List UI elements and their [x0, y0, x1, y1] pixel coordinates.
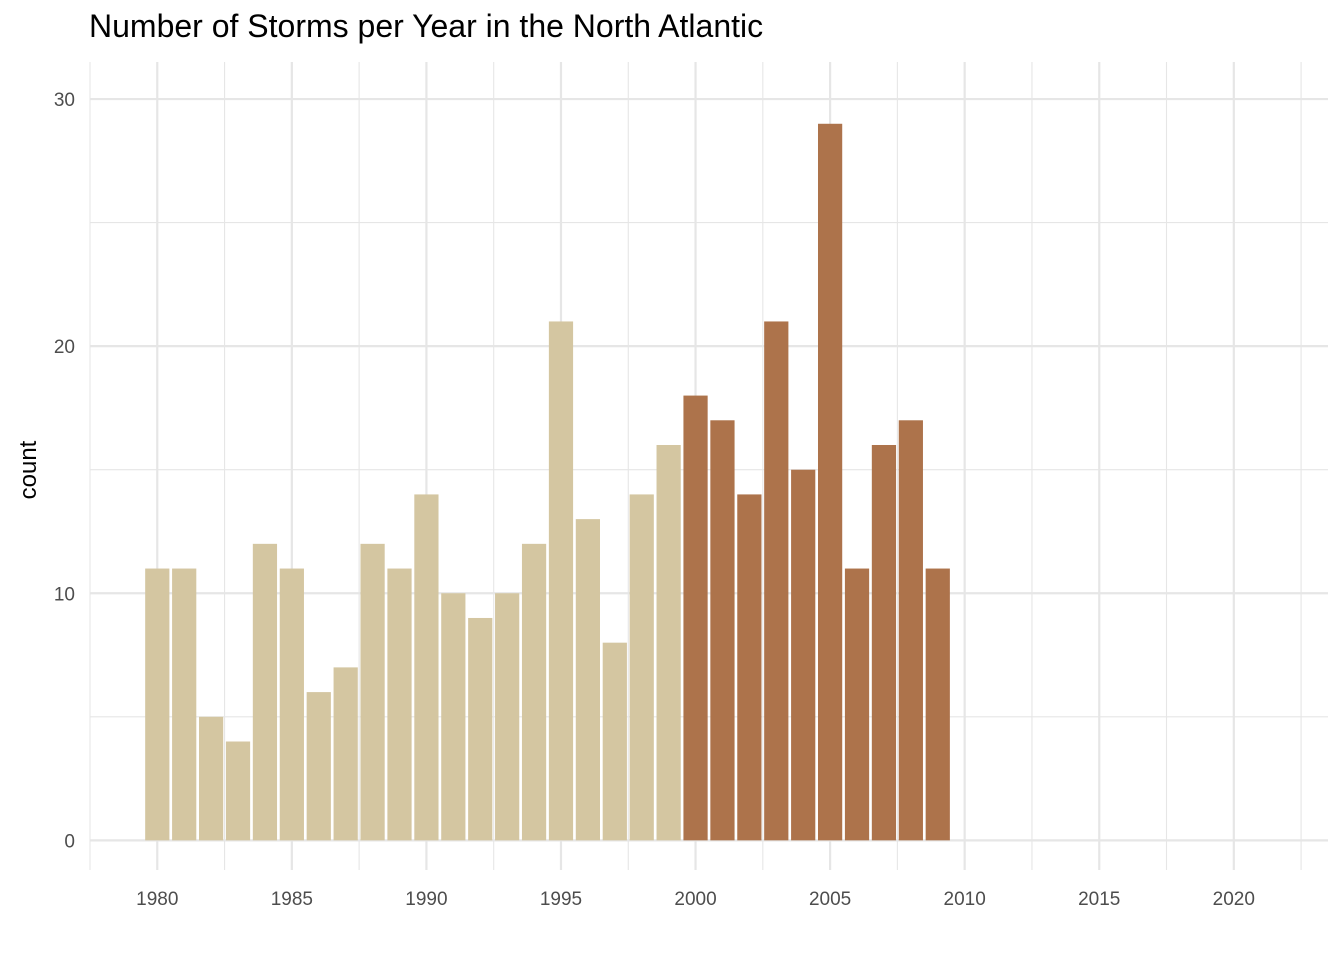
bar-1999	[656, 444, 681, 841]
bar-1989	[387, 568, 412, 841]
bar-1984	[252, 543, 278, 841]
x-tick-label: 1990	[405, 889, 447, 910]
y-axis-title: count	[15, 440, 42, 499]
x-tick-label: 1985	[271, 889, 313, 910]
bar-1987	[333, 667, 358, 841]
bar-1982	[198, 716, 224, 841]
bar-2007	[871, 444, 897, 841]
tick-layer: 1980 1985 1990 1995 2000 2005 2010 2015 2020 0 10 2…	[54, 90, 1255, 910]
x-tick-label: 2010	[944, 889, 986, 910]
y-tick-label: 10	[54, 584, 75, 605]
x-tick-label: 1995	[540, 889, 582, 910]
x-tick-label: 2020	[1213, 889, 1255, 910]
bar-1980	[145, 568, 170, 841]
bar-1993	[495, 593, 520, 841]
x-tick-label: 2015	[1078, 889, 1120, 910]
bar-1992	[468, 617, 493, 841]
bar-1988	[360, 543, 385, 841]
bar-2001	[710, 420, 735, 841]
bar-2000	[683, 395, 708, 841]
bar-1994	[521, 543, 547, 841]
bar-layer	[145, 123, 950, 841]
bar-2002	[737, 494, 762, 841]
y-tick-label: 20	[54, 337, 75, 358]
bar-1983	[225, 741, 251, 841]
x-tick-label: 1980	[136, 889, 178, 910]
bar-2009	[925, 568, 950, 841]
bar-1995	[548, 321, 574, 841]
bar-1990	[414, 494, 439, 841]
bar-2006	[844, 568, 870, 841]
bar-1991	[441, 593, 466, 841]
x-tick-label: 2000	[674, 889, 716, 910]
y-tick-label: 30	[54, 90, 75, 111]
bar-1998	[629, 494, 654, 841]
bar-2004	[791, 469, 816, 841]
bar-1997	[602, 642, 627, 841]
bar-2003	[764, 321, 789, 841]
bar-1981	[172, 568, 197, 841]
grid-layer	[89, 62, 1328, 870]
bar-1985	[279, 568, 304, 841]
chart-title: Number of Storms per Year in the North A…	[89, 8, 764, 44]
bar-2005	[817, 123, 843, 841]
bar-1996	[575, 519, 601, 841]
bar-1986	[306, 692, 331, 841]
x-tick-label: 2005	[809, 889, 851, 910]
y-tick-label: 0	[64, 831, 75, 852]
bar-2008	[898, 420, 923, 841]
